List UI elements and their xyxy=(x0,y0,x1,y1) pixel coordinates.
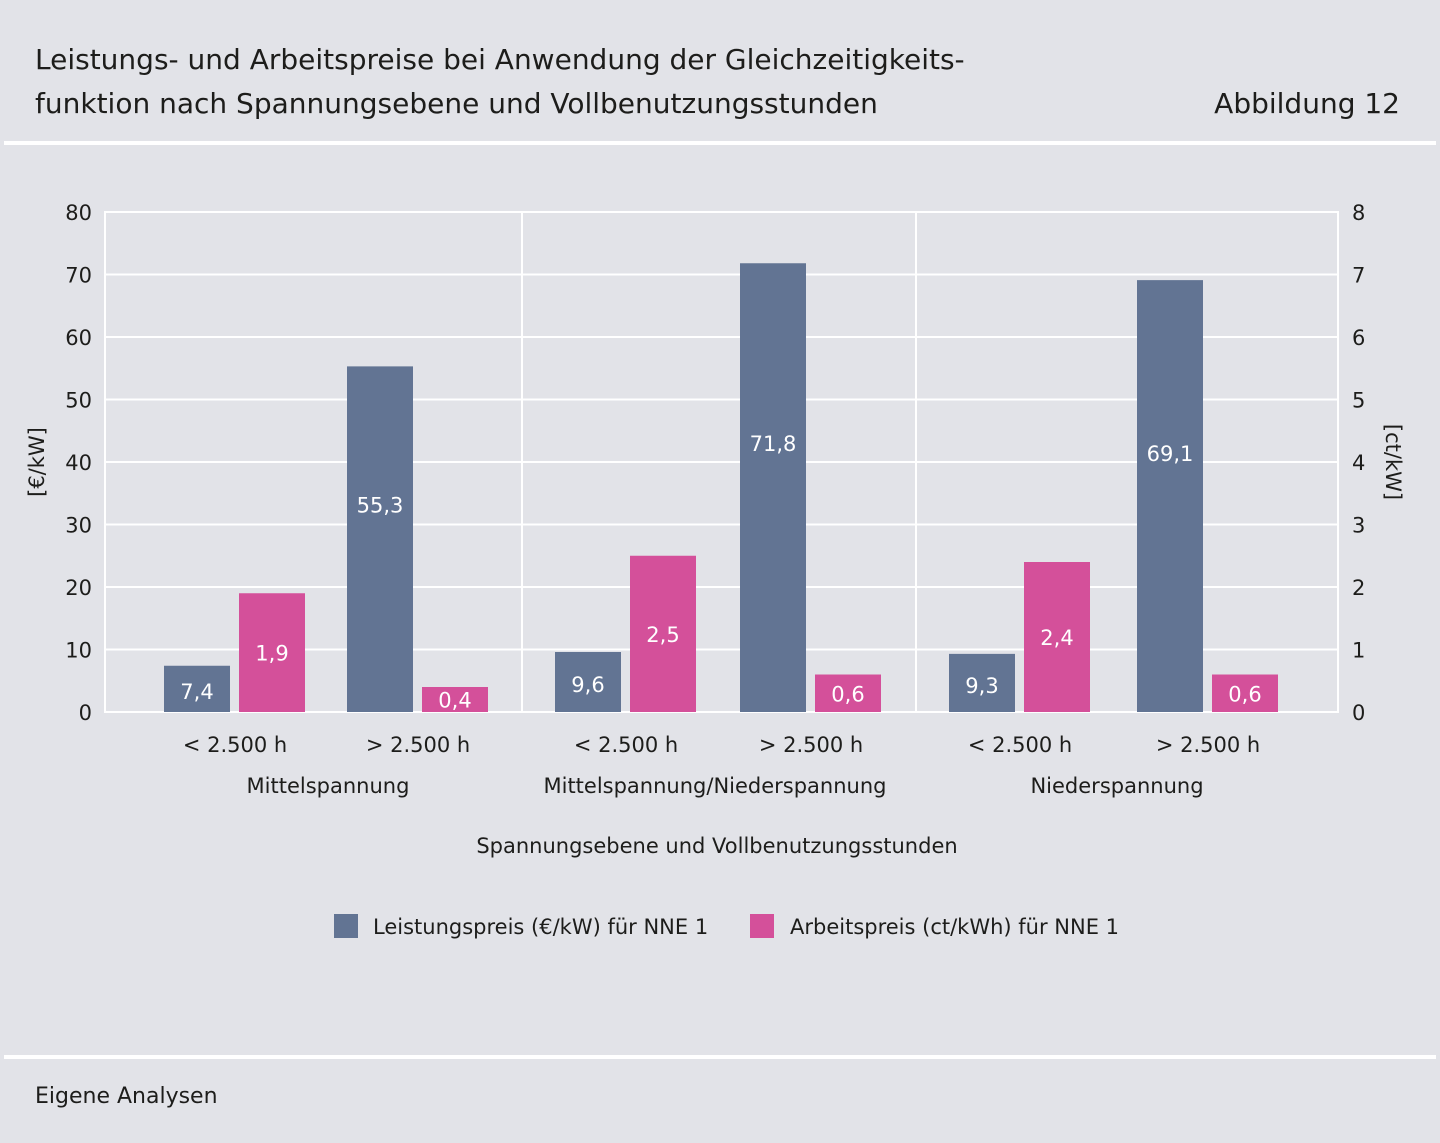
x-group-label: Niederspannung xyxy=(1030,774,1203,798)
x-category-label: > 2.500 h xyxy=(759,733,863,757)
y-tick-label: 10 xyxy=(65,639,92,663)
bar-leistungspreis xyxy=(555,652,621,712)
y-tick-label: 50 xyxy=(65,389,92,413)
y2-tick-label: 6 xyxy=(1352,326,1365,350)
y2-tick-label: 2 xyxy=(1352,576,1365,600)
figure-label: Abbildung 12 xyxy=(1214,87,1400,120)
source-note: Eigene Analysen xyxy=(35,1084,218,1109)
y2-tick-label: 3 xyxy=(1352,514,1365,538)
x-category-label: > 2.500 h xyxy=(366,733,470,757)
data-label-arbeitspreis: 2,5 xyxy=(646,623,679,647)
x-axis-title: Spannungsebene und Vollbenutzungsstunden xyxy=(476,834,957,858)
x-category-label: < 2.500 h xyxy=(968,733,1072,757)
title-line-2: funktion nach Spannungsebene und Vollben… xyxy=(35,87,878,120)
title-line-1: Leistungs- und Arbeitspreise bei Anwendu… xyxy=(35,43,965,76)
data-label-leistungspreis: 55,3 xyxy=(357,494,404,518)
y-axis-title: [€/kW] xyxy=(25,427,49,497)
y2-tick-label: 1 xyxy=(1352,639,1365,663)
x-category-label: < 2.500 h xyxy=(183,733,287,757)
bar-arbeitspreis xyxy=(422,687,488,712)
y-tick-label: 20 xyxy=(65,576,92,600)
x-group-label: Mittelspannung xyxy=(247,774,410,798)
y-tick-label: 60 xyxy=(65,326,92,350)
y-tick-label: 30 xyxy=(65,514,92,538)
legend-label-arbeitspreis: Arbeitspreis (ct/kWh) für NNE 1 xyxy=(790,915,1119,939)
y-tick-label: 70 xyxy=(65,264,92,288)
legend-swatch-arbeitspreis xyxy=(750,914,774,938)
x-group-label: Mittelspannung/Niederspannung xyxy=(543,774,886,798)
bar-arbeitspreis xyxy=(1212,674,1278,712)
y2-axis-title: [ct/kW] xyxy=(1381,424,1405,500)
legend-swatch-leistungspreis xyxy=(334,914,358,938)
x-category-label: > 2.500 h xyxy=(1156,733,1260,757)
bar-arbeitspreis xyxy=(815,674,881,712)
y2-tick-label: 8 xyxy=(1352,201,1365,225)
bar-leistungspreis xyxy=(740,263,806,712)
y2-tick-label: 4 xyxy=(1352,451,1365,475)
header-divider xyxy=(4,141,1436,145)
x-category-label: < 2.500 h xyxy=(574,733,678,757)
y-tick-label: 0 xyxy=(79,701,92,725)
data-label-leistungspreis: 9,3 xyxy=(965,674,998,698)
data-label-arbeitspreis: 0,6 xyxy=(831,682,864,706)
data-label-arbeitspreis: 1,9 xyxy=(255,642,288,666)
y-tick-label: 40 xyxy=(65,451,92,475)
bar-leistungspreis xyxy=(1137,280,1203,712)
bar-leistungspreis xyxy=(347,366,413,712)
y-tick-label: 80 xyxy=(65,201,92,225)
data-label-arbeitspreis: 0,4 xyxy=(438,689,471,713)
data-label-leistungspreis: 7,4 xyxy=(180,680,213,704)
bar-arbeitspreis xyxy=(239,593,305,712)
bar-arbeitspreis xyxy=(1024,562,1090,712)
legend-label-leistungspreis: Leistungspreis (€/kW) für NNE 1 xyxy=(373,915,708,939)
page-title: Leistungs- und Arbeitspreise bei Anwendu… xyxy=(35,38,1135,126)
y2-tick-label: 5 xyxy=(1352,389,1365,413)
data-label-arbeitspreis: 2,4 xyxy=(1040,626,1073,650)
data-label-leistungspreis: 9,6 xyxy=(571,673,604,697)
bar-arbeitspreis xyxy=(630,555,696,712)
data-label-leistungspreis: 69,1 xyxy=(1147,442,1194,466)
data-label-leistungspreis: 71,8 xyxy=(750,432,797,456)
bar-leistungspreis xyxy=(164,665,230,712)
y2-tick-label: 0 xyxy=(1352,701,1365,725)
y2-tick-label: 7 xyxy=(1352,264,1365,288)
bar-leistungspreis xyxy=(949,653,1015,712)
footer-divider xyxy=(4,1055,1436,1059)
data-label-arbeitspreis: 0,6 xyxy=(1228,682,1261,706)
